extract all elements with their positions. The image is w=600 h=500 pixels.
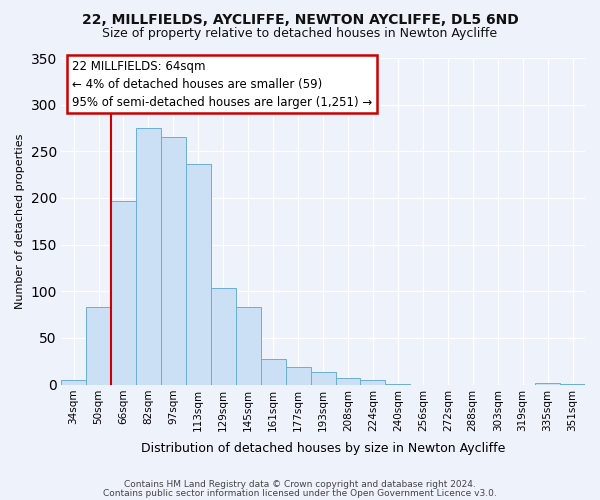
Bar <box>161 138 186 384</box>
Bar <box>111 201 136 384</box>
Bar <box>61 380 86 384</box>
Bar <box>136 128 161 384</box>
Bar <box>86 307 111 384</box>
Bar <box>236 307 260 384</box>
Bar <box>186 164 211 384</box>
Text: Size of property relative to detached houses in Newton Aycliffe: Size of property relative to detached ho… <box>103 28 497 40</box>
Bar <box>311 372 335 384</box>
Bar <box>211 288 236 384</box>
Text: Contains HM Land Registry data © Crown copyright and database right 2024.: Contains HM Land Registry data © Crown c… <box>124 480 476 489</box>
X-axis label: Distribution of detached houses by size in Newton Aycliffe: Distribution of detached houses by size … <box>141 442 505 455</box>
Bar <box>335 378 361 384</box>
Bar <box>361 380 385 384</box>
Bar <box>535 382 560 384</box>
Bar <box>286 367 311 384</box>
Text: 22, MILLFIELDS, AYCLIFFE, NEWTON AYCLIFFE, DL5 6ND: 22, MILLFIELDS, AYCLIFFE, NEWTON AYCLIFF… <box>82 12 518 26</box>
Text: Contains public sector information licensed under the Open Government Licence v3: Contains public sector information licen… <box>103 489 497 498</box>
Text: 22 MILLFIELDS: 64sqm
← 4% of detached houses are smaller (59)
95% of semi-detach: 22 MILLFIELDS: 64sqm ← 4% of detached ho… <box>71 60 372 108</box>
Y-axis label: Number of detached properties: Number of detached properties <box>15 134 25 309</box>
Bar <box>260 360 286 384</box>
